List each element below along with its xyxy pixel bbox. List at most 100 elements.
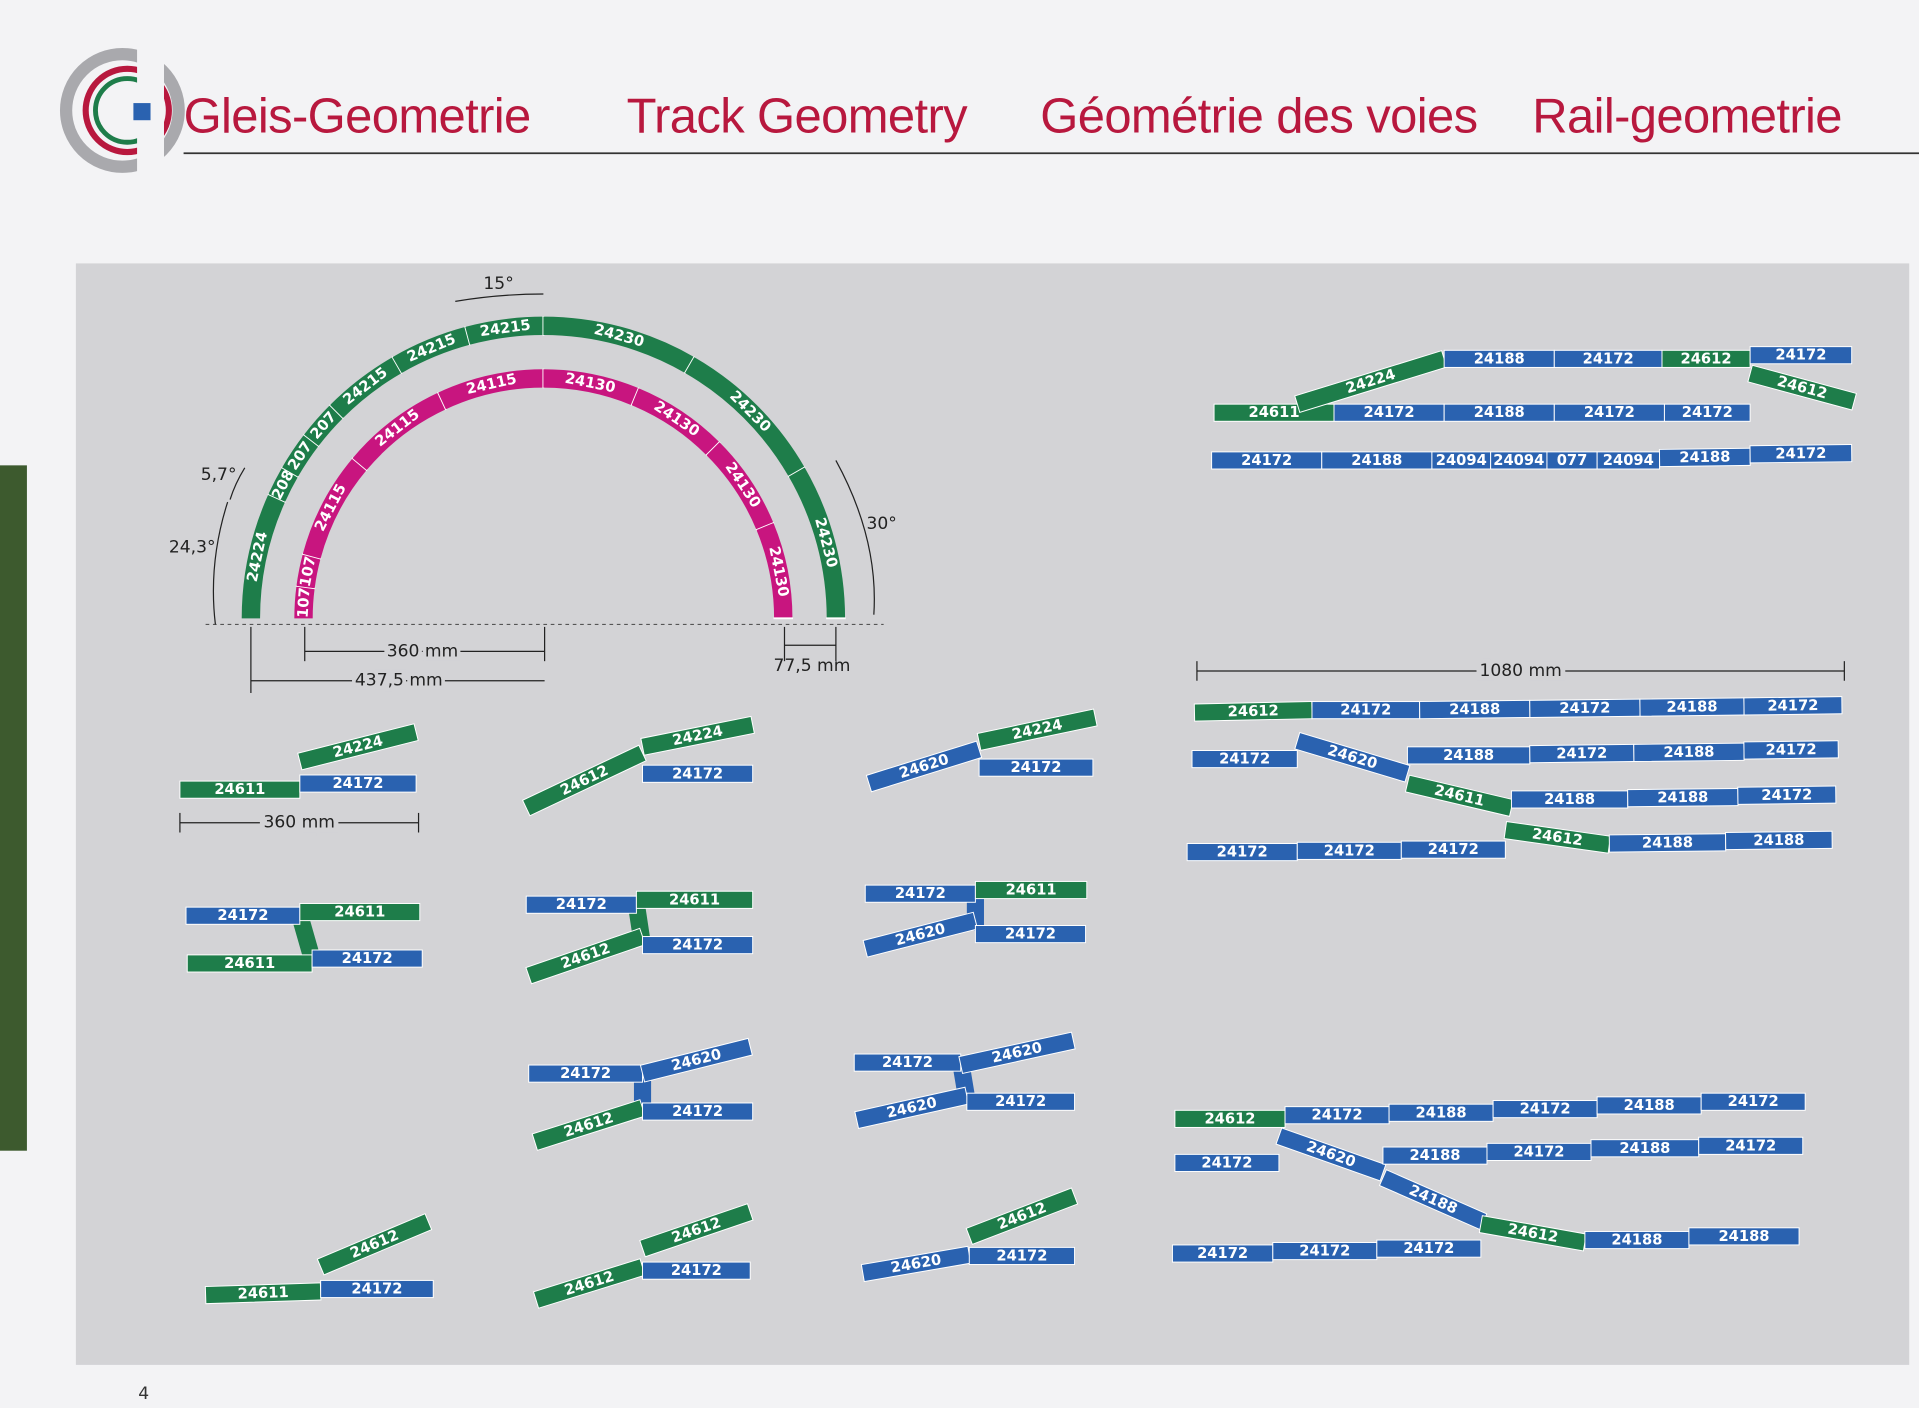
angle-arc (455, 293, 544, 302)
track-piece (865, 740, 983, 793)
piece-label: 24172 (1725, 1137, 1776, 1154)
track-piece (1191, 750, 1298, 769)
piece-label: 24172 (996, 1247, 1047, 1264)
track-piece (974, 925, 1087, 944)
track-piece (297, 723, 419, 771)
piece-label: 24172 (672, 1103, 723, 1120)
track-piece (1174, 1153, 1280, 1173)
piece-label: 24172 (1584, 404, 1635, 421)
track-piece (1743, 740, 1839, 760)
track-piece (1749, 444, 1853, 464)
piece-label: 24188 (1679, 449, 1730, 467)
track-piece (965, 1187, 1079, 1246)
piece-label: 24172 (1312, 1107, 1363, 1124)
title: Gleis-Geometrie (184, 89, 531, 143)
curved-track (241, 494, 286, 619)
piece-label: 24188 (1409, 1147, 1460, 1164)
piece-label: 24172 (1556, 745, 1607, 763)
piece-label: 24172 (1583, 350, 1634, 367)
piece-label: 24188 (1544, 791, 1595, 808)
piece-label: 107 (295, 587, 314, 619)
piece-label: 24172 (1403, 1240, 1454, 1257)
track-piece (1743, 696, 1843, 716)
piece-label: 24188 (1474, 350, 1525, 367)
angle-arc (229, 467, 246, 500)
track-piece (1747, 364, 1857, 411)
joint (630, 387, 640, 407)
angle-label: 5,7° (201, 465, 237, 485)
piece-label: 24172 (1364, 404, 1415, 421)
piece-label: 24188 (1449, 701, 1500, 719)
piece-label: 24172 (1765, 741, 1816, 759)
track-piece (635, 890, 754, 909)
piece-label: 24172 (671, 1262, 722, 1279)
title: Géométrie des voies (1040, 89, 1477, 143)
piece-label: 24172 (1761, 786, 1812, 804)
dimension-label: 360 mm (387, 641, 459, 661)
track-piece (1700, 1092, 1806, 1111)
curved-track (706, 442, 774, 531)
track-piece (978, 758, 1094, 777)
track-piece (966, 1092, 1076, 1111)
track-piece (1737, 785, 1837, 805)
title: Track Geometry (627, 89, 969, 143)
piece-label: 24094 (1493, 452, 1544, 469)
angle-arc (212, 501, 229, 625)
curved-track (756, 523, 793, 619)
piece-label: 24172 (332, 775, 383, 792)
track-piece (1688, 1227, 1800, 1246)
track-layout: 24172 24611 24611 24172 (185, 902, 423, 973)
piece-label: 24611 (214, 781, 265, 798)
track-piece (1400, 840, 1506, 859)
piece-label: 24188 (1657, 789, 1708, 807)
piece-label: 24611 (224, 955, 275, 972)
angle-label: 24,3° (169, 537, 216, 557)
dimension-label: 437,5 mm (355, 671, 443, 691)
page-number: 4 (138, 1384, 149, 1404)
dimension-label: 77,5 mm (773, 656, 850, 676)
piece-label: 24094 (1436, 452, 1487, 469)
track-piece (974, 880, 1088, 900)
track-piece (1294, 731, 1411, 783)
curved-track (392, 326, 471, 374)
piece-label: 24612 (1531, 825, 1584, 849)
piece-label: 24172 (1520, 1101, 1571, 1118)
track-piece (1275, 1127, 1387, 1182)
piece-label: 24172 (672, 937, 723, 954)
piece-label: 24172 (995, 1093, 1046, 1110)
piece-label: 24172 (1775, 347, 1826, 364)
track-piece (299, 902, 421, 922)
piece-label: 24612 (1228, 702, 1279, 720)
track-piece (976, 708, 1098, 751)
track-piece (1698, 1136, 1804, 1155)
track-piece (639, 1203, 754, 1258)
track-piece (862, 911, 979, 958)
piece-label: 24612 (1204, 1110, 1255, 1127)
track-piece (1749, 346, 1853, 365)
piece-label: 24172 (1324, 842, 1375, 859)
piece-label: 24188 (1443, 747, 1494, 764)
piece-label: 24094 (1603, 452, 1654, 469)
connector (291, 913, 321, 961)
piece-label: 24172 (1299, 1243, 1350, 1260)
curved-track (330, 357, 402, 419)
piece-label: 077 (1557, 452, 1588, 469)
track-piece (968, 1246, 1076, 1266)
joint (301, 552, 322, 560)
piece-label: 24188 (1624, 1097, 1675, 1114)
piece-label: 24172 (351, 1281, 402, 1298)
curved-track (631, 388, 720, 456)
track-piece (521, 744, 647, 817)
piece-label: 24611 (237, 1284, 289, 1303)
piece-label: 24188 (1619, 1140, 1670, 1157)
piece-label: 24172 (1010, 759, 1061, 776)
angle-label: 15° (483, 274, 513, 294)
piece-label: 24172 (1428, 841, 1479, 858)
piece-label: 24188 (1663, 744, 1714, 762)
piece-label: 24188 (1718, 1228, 1769, 1245)
